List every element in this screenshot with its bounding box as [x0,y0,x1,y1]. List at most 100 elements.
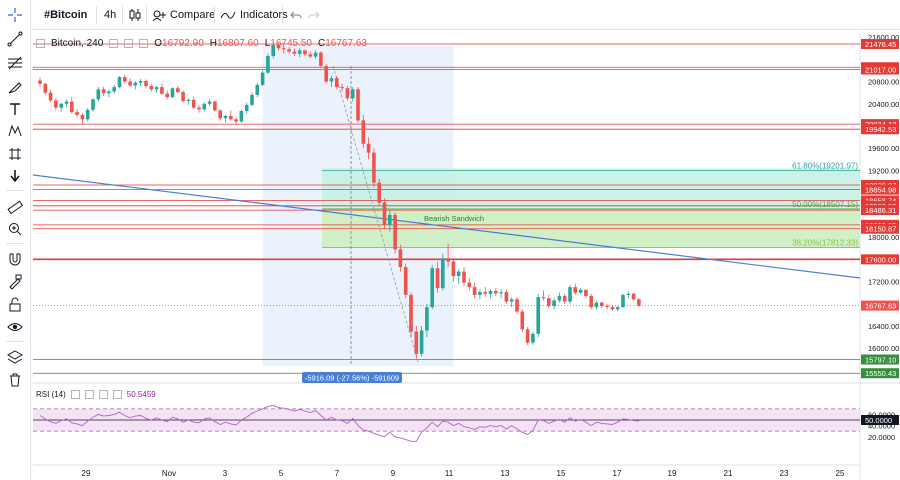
series-settings-button[interactable] [124,38,134,48]
time-tick-label: 5 [279,469,284,478]
zoom-tool[interactable] [5,219,25,239]
level-price-tag [861,205,899,216]
rsi-settings-button[interactable] [84,390,94,399]
candle-body [308,54,313,57]
candle-body [626,293,631,295]
candle-body [75,112,79,115]
rsi-remove-button[interactable] [98,390,108,399]
level-price-tag [861,184,899,195]
candle-body [329,78,334,82]
candle-body [112,87,116,92]
candle-body [637,299,641,306]
candle-body [43,83,48,93]
candle-body [488,291,493,294]
candle-body [292,51,297,54]
symbol-search[interactable]: #Bitcoin [44,9,88,21]
candle-body [48,92,53,101]
candle-body [578,289,583,293]
text-tool[interactable] [5,99,25,119]
candle-body [398,249,403,268]
rsi-more-button[interactable] [112,390,122,399]
stay-drawing-tool[interactable] [5,272,25,292]
remove-series-button[interactable] [139,38,149,48]
candle-body [207,101,212,104]
time-tick-label: 19 [668,469,677,478]
toolbar-divider [96,6,97,24]
prediction-tool[interactable] [5,144,25,164]
zoom-icon [9,223,22,236]
time-tick-label: 13 [501,469,510,478]
lock-tool[interactable] [5,295,25,315]
time-tick-label: 17 [613,469,622,478]
candle-body [472,287,477,295]
candle-body [133,82,138,86]
undo-button[interactable] [290,0,302,30]
candle-body [176,88,180,93]
fibonacci-icon [8,56,22,70]
level-price-tag [861,64,899,75]
sidebar-divider [6,341,25,342]
candle-body [266,55,270,73]
eye-icon [7,323,23,331]
trendline-tool[interactable] [5,29,25,49]
ruler-tool[interactable] [5,197,25,217]
open-value: 16792.90 [162,37,204,49]
time-tick-label: 11 [445,469,454,478]
candle-body [340,87,344,89]
compare-label: Compare [170,9,216,21]
indicators-button[interactable]: Indicators [220,0,288,30]
object-tree-tool[interactable] [5,347,25,367]
rsi-hide-button[interactable] [70,390,80,399]
compare-button[interactable]: Compare [152,0,215,30]
candle-body [584,289,588,297]
hide-tool[interactable] [5,317,25,337]
level-price-tag [861,254,899,265]
redo-button[interactable] [308,0,320,30]
price-tick-label: 19600.00 [868,144,899,153]
candles-icon [129,9,141,21]
rsi-current-tag [861,415,899,425]
crosshair-tool[interactable] [5,5,25,25]
time-tick-label: 21 [724,469,733,478]
pattern-tool[interactable] [5,121,25,141]
brush-tool[interactable] [5,77,25,97]
chart-style-button[interactable] [128,0,142,30]
open-label: O [154,37,163,49]
candle-body [547,298,551,307]
prediction-icon [9,148,21,160]
interval-button[interactable]: 4h [104,9,117,21]
fib-level-label: 50.00%(18507.15) [792,200,858,209]
candle-body [324,65,328,82]
candle-body [80,114,85,120]
candle-body [621,294,625,308]
collapse-legend-button[interactable] [36,38,45,48]
hide-series-button[interactable] [109,38,119,48]
candle-body [335,78,339,88]
high-value: 16807.60 [217,37,259,49]
fib-tool[interactable] [5,53,25,73]
candle-body [467,282,472,288]
candle-body [297,50,302,54]
level-price-tag-label: 17600.00 [865,255,896,264]
candle-body [541,297,546,299]
measure-label: -5916.09 (-27.56%) -591609 [305,374,399,383]
magnet-tool[interactable] [5,249,25,269]
rsi-value: 50.5459 [126,390,156,399]
level-price-tag-label: 19942.53 [865,125,896,134]
crosshair-icon [8,8,22,22]
fib-band-618 [322,168,860,209]
candle-body [605,306,609,308]
candle-body [101,89,106,94]
candle-body [202,103,207,110]
candle-body [350,89,355,99]
pattern-annotation: Bearish Sandwich [424,214,484,223]
undo-icon [290,11,302,19]
candle-body [282,48,286,50]
more-tools[interactable] [5,166,25,186]
remove-drawings-tool[interactable] [5,370,25,390]
candle-body [366,143,371,153]
candle-body [425,307,429,331]
rsi-line [39,404,639,442]
candle-body [499,292,503,294]
